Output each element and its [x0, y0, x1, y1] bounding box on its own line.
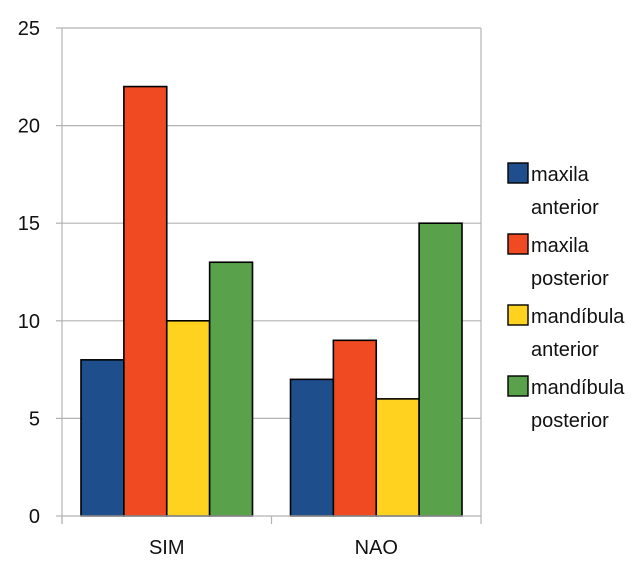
legend-label-1-line-0: maxila	[531, 235, 590, 257]
legend-swatch-2	[507, 304, 529, 326]
legend-swatch-0	[507, 162, 529, 184]
chart-legend: maxila anterior maxila posterior mandíbula an…	[507, 162, 625, 432]
y-tick-label-5: 5	[29, 408, 40, 430]
bar-nao-series-3	[418, 222, 463, 517]
bar-nao-series-0	[289, 378, 335, 517]
y-tick-label-20: 20	[18, 116, 40, 138]
x-axis-categories: SIM NAO	[149, 537, 398, 559]
chart-axes	[61, 28, 482, 524]
y-tick-label-10: 10	[18, 311, 40, 333]
bar-sim-series-3	[208, 261, 254, 517]
legend-label-2-line-1: anterior	[531, 339, 599, 361]
legend-label-1-line-1: posterior	[531, 268, 609, 290]
legend-label-3-line-0: mandíbula	[531, 377, 625, 399]
chart-bars	[80, 85, 463, 517]
legend-label-0-line-0: maxila	[531, 164, 590, 186]
bar-sim-series-2	[165, 319, 211, 517]
bar-nao-series-2	[375, 398, 420, 517]
bar-nao-series-1	[332, 339, 378, 517]
y-axis-ticks: 0 5 10 15 20 25	[18, 18, 62, 528]
bar-sim-series-0	[80, 359, 125, 517]
legend-label-2-line-0: mandíbula	[531, 306, 625, 328]
legend-swatch-3	[507, 375, 529, 397]
y-tick-label-25: 25	[18, 18, 40, 40]
x-category-label-sim: SIM	[149, 537, 185, 559]
bar-sim-series-1	[123, 85, 168, 517]
legend-label-0-line-1: anterior	[531, 197, 599, 219]
y-tick-label-0: 0	[29, 506, 40, 528]
x-category-label-nao: NAO	[355, 537, 398, 559]
y-tick-label-15: 15	[18, 213, 40, 235]
legend-swatch-1	[507, 233, 529, 255]
legend-label-3-line-1: posterior	[531, 410, 609, 432]
